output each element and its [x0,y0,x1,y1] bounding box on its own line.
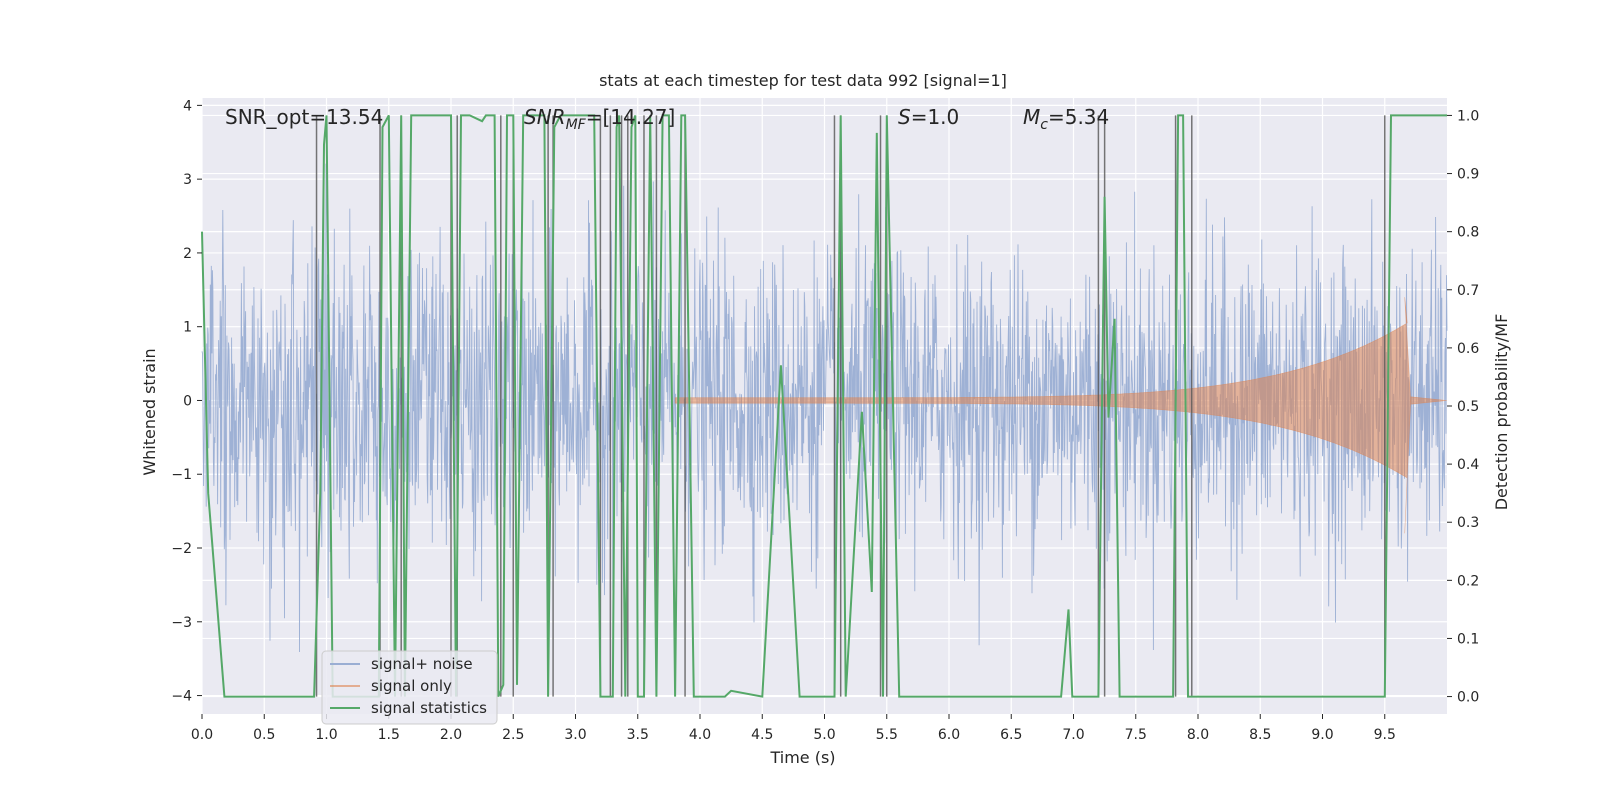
y-left-tick-label: 0 [183,393,192,409]
y-right-tick-label: 0.5 [1457,399,1479,415]
y-right-tick-label: 0.3 [1457,515,1479,531]
annotation-mc: Mc=5.34 [1023,105,1109,133]
x-tick-label: 7.0 [1062,727,1084,743]
y-right-tick-label: 0.0 [1457,690,1479,706]
x-tick-label: 1.0 [315,727,337,743]
y-right-tick-label: 0.2 [1457,573,1479,589]
y-axis-right-label: Detection probability/MF [1492,314,1511,511]
y-right-tick-label: 0.8 [1457,225,1479,241]
y-left-tick-label: 3 [183,172,192,188]
x-tick-label: 8.5 [1249,727,1271,743]
x-axis-ticks: 0.0 0.5 1.0 1.5 2.0 2.5 3.0 3.5 4.0 4.5 5.0 5.5 6.0 6… [191,714,1396,743]
x-tick-label: 0.5 [253,727,275,743]
y-left-tick-label: −1 [171,467,192,483]
y-axis-left-ticks: 4 3 2 1 0 −1 −2 −3 −4 [171,98,202,705]
y-left-tick-label: −2 [171,541,192,557]
x-tick-label: 7.5 [1125,727,1147,743]
x-tick-label: 6.5 [1000,727,1022,743]
y-left-tick-label: −3 [171,615,192,631]
noise-series [201,163,1448,653]
annotation-s: S=1.0 [898,105,959,129]
x-axis-label: Time (s) [769,748,835,767]
y-right-tick-label: 0.6 [1457,341,1479,357]
legend-box [321,650,498,725]
x-tick-label: 5.0 [813,727,835,743]
x-tick-label: 3.5 [627,727,649,743]
annotation-snr-opt: SNR_opt=13.54 [225,105,383,129]
x-tick-label: 8.0 [1187,727,1209,743]
y-right-tick-label: 1.0 [1457,108,1479,124]
annotation-snr-mf: SNRMF=[14.27] [524,105,675,133]
y-left-tick-label: 1 [183,320,192,336]
x-tick-label: 5.5 [876,727,898,743]
x-tick-label: 3.0 [564,727,586,743]
y-axis-left-label: Whitened strain [140,348,159,475]
y-axis-right-ticks: 1.0 0.9 0.8 0.7 0.6 0.5 0.4 0.3 0.2 0.1 0.0 [1447,108,1479,706]
y-right-tick-label: 0.9 [1457,167,1479,183]
chart-title: stats at each timestep for test data 992… [599,71,1007,90]
x-tick-label: 9.5 [1374,727,1396,743]
signal-only-line [674,297,1448,534]
legend-label-signal-statistics: signal statistics [371,699,487,717]
legend-label-signal-noise: signal+ noise [371,655,473,673]
signal-statistics-line [201,114,1447,698]
y-right-tick-label: 0.7 [1457,283,1479,299]
x-tick-label: 2.5 [502,727,524,743]
x-tick-label: 2.0 [440,727,462,743]
x-tick-label: 4.0 [689,727,711,743]
stats-series [201,114,1447,698]
annotations: SNR_opt=13.54 SNRMF=[14.27] S=1.0 Mc=5.3… [225,105,1109,133]
legend-item-signal-statistics: signal statistics [330,699,487,717]
x-tick-label: 4.5 [751,727,773,743]
legend: signal+ noise signal only signal statist… [321,650,498,725]
legend-item-signal-only: signal only [330,677,452,695]
signal-noise-line [201,163,1448,653]
x-tick-label: 1.5 [378,727,400,743]
x-tick-label: 9.0 [1311,727,1333,743]
y-right-tick-label: 0.1 [1457,631,1479,647]
y-left-tick-label: 2 [183,246,192,262]
legend-label-signal-only: signal only [371,677,452,695]
y-left-tick-label: −4 [171,689,192,705]
legend-item-signal-noise: signal+ noise [330,655,473,673]
y-right-tick-label: 0.4 [1457,457,1479,473]
signal-series [674,297,1448,534]
x-tick-label: 0.0 [191,727,213,743]
y-left-tick-label: 4 [183,98,192,114]
x-tick-label: 6.0 [938,727,960,743]
